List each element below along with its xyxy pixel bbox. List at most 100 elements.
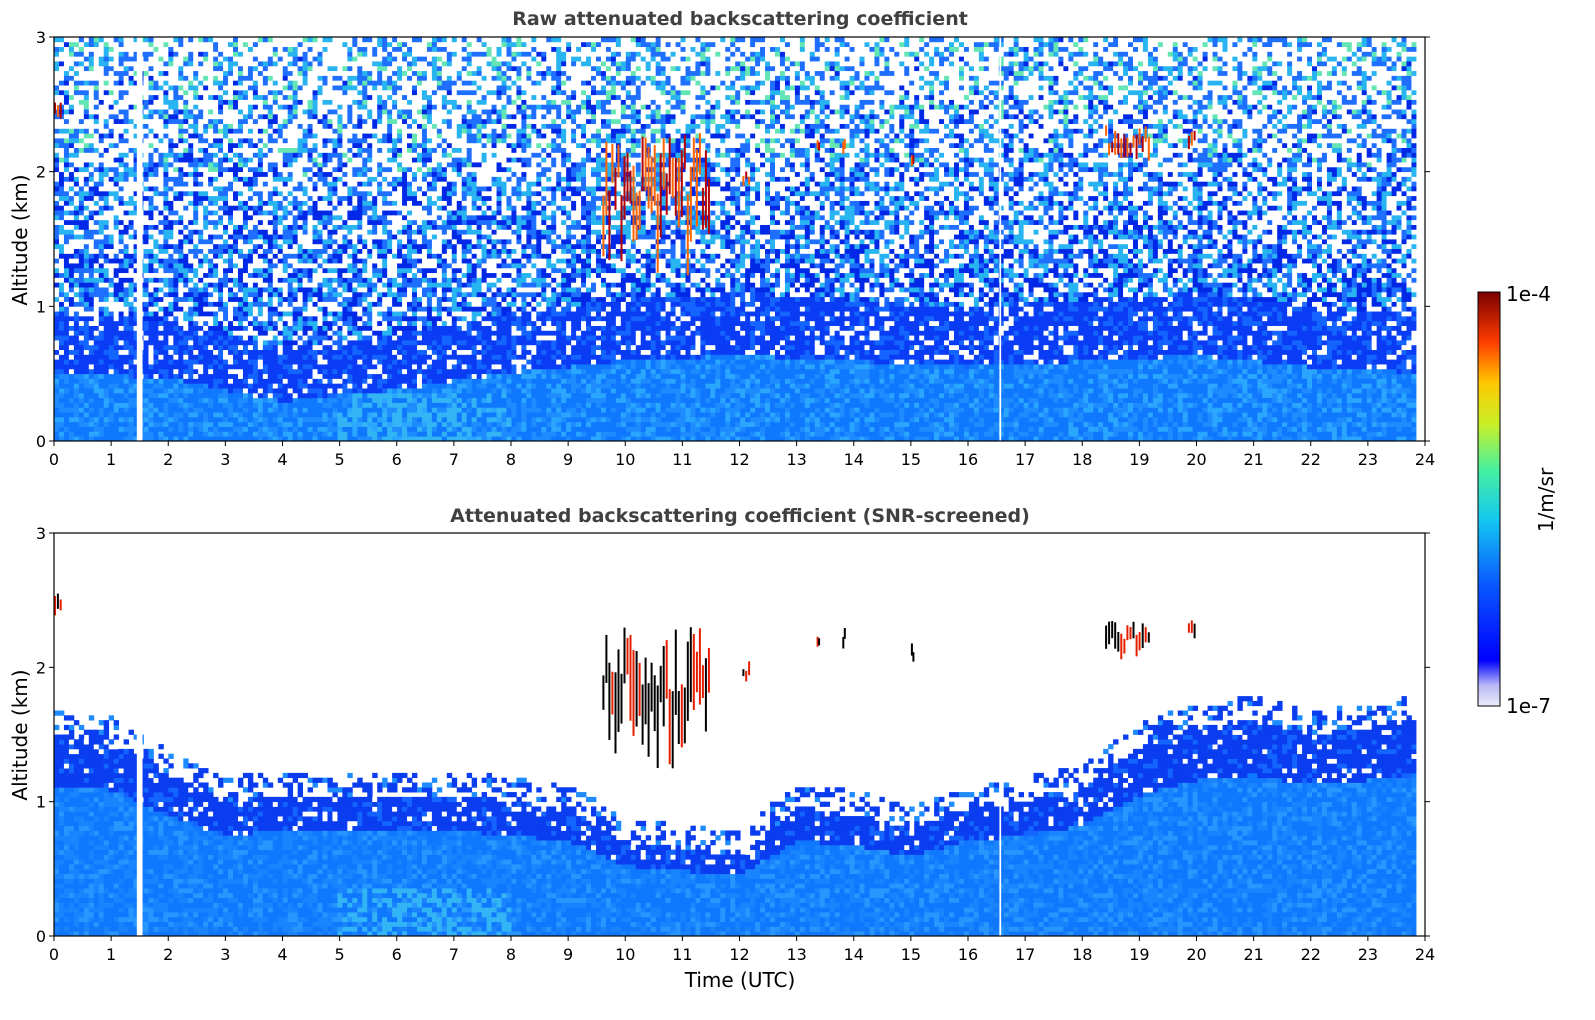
cloud-streak — [910, 155, 913, 166]
cloud-streak — [816, 636, 819, 647]
x-tick-label: 11 — [672, 450, 692, 469]
cloud-streak — [818, 638, 821, 646]
cloud-streak — [701, 665, 704, 698]
cloud-streak — [1123, 638, 1126, 654]
cloud-streak — [656, 685, 659, 768]
cloud-streak — [1126, 137, 1129, 157]
x-tick-label: 5 — [335, 450, 345, 469]
x-tick-label: 10 — [615, 450, 635, 469]
cloud-streak — [748, 661, 751, 676]
bottom-plot-title: Attenuated backscattering coefficient (S… — [450, 505, 1030, 527]
x-tick-label: 1 — [106, 945, 116, 964]
cloud-streak — [623, 156, 626, 220]
cloud-streak — [677, 691, 680, 744]
x-tick-label: 0 — [49, 450, 59, 469]
y-tick-label: 0 — [36, 927, 46, 946]
x-tick-label: 24 — [1415, 945, 1435, 964]
x-tick-label: 0 — [49, 945, 59, 964]
cloud-streak — [617, 144, 620, 178]
cloud-streak — [818, 142, 821, 151]
x-tick-label: 20 — [1186, 450, 1206, 469]
x-tick-label: 19 — [1129, 945, 1149, 964]
cloud-streak — [1132, 621, 1135, 639]
cloud-streak — [686, 641, 689, 721]
cloud-streak — [659, 665, 662, 703]
cloud-streak — [632, 165, 635, 242]
cloud-streak — [668, 689, 671, 765]
cloud-streak — [653, 145, 656, 206]
x-tick-label: 22 — [1301, 945, 1321, 964]
cloud-streak — [611, 144, 614, 183]
cloud-streak — [671, 158, 674, 199]
cloud-streak — [1141, 136, 1144, 152]
cloud-streak — [912, 652, 915, 662]
cloud-streak — [1117, 133, 1120, 155]
no-data-region — [1416, 37, 1425, 441]
cloud-streak — [698, 628, 701, 705]
x-tick-label: 8 — [506, 945, 516, 964]
cloud-streak — [1108, 143, 1111, 156]
cloud-streak — [1144, 627, 1147, 643]
cloud-streak — [1190, 620, 1193, 633]
cloud-streak — [1120, 633, 1123, 660]
cloud-streak — [745, 670, 748, 682]
cloud-streak — [650, 662, 653, 712]
x-tick-label: 21 — [1243, 945, 1263, 964]
data-gap — [136, 533, 143, 936]
cloud-streak — [56, 593, 59, 609]
cloud-streak — [623, 627, 626, 684]
cloud-streak — [1123, 134, 1126, 158]
y-tick-label: 3 — [36, 524, 46, 543]
cloud-streak — [1144, 126, 1147, 142]
cloud-streak — [605, 634, 608, 683]
cloud-streak — [842, 637, 845, 649]
cloud-streak — [1105, 625, 1108, 649]
cloud-streak — [59, 599, 62, 611]
x-tick-label: 21 — [1243, 450, 1263, 469]
cloud-streak — [843, 628, 846, 639]
cloud-streak — [650, 156, 653, 214]
x-tick-label: 2 — [163, 450, 173, 469]
x-tick-label: 24 — [1415, 450, 1435, 469]
cloud-streak — [912, 155, 915, 164]
y-tick-label: 0 — [36, 432, 46, 451]
cloud-streak — [674, 629, 677, 715]
cloud-streak — [620, 195, 623, 262]
cloud-streak — [635, 651, 638, 727]
cloud-streak — [742, 669, 745, 677]
cloud-streak — [626, 638, 629, 675]
cloud-streak — [659, 153, 662, 238]
cloud-streak — [641, 136, 644, 192]
cloud-streak — [677, 157, 680, 228]
cloud-streak — [1111, 141, 1114, 153]
bottom-heatmap — [54, 696, 1417, 937]
cloud-streak — [602, 195, 605, 257]
cloud-streak — [614, 167, 617, 211]
cloud-streak — [683, 134, 686, 169]
cloud-streak — [608, 662, 611, 740]
x-tick-label: 14 — [844, 450, 864, 469]
cloud-streak — [656, 193, 659, 273]
x-tick-label: 10 — [615, 945, 635, 964]
x-tick-label: 16 — [958, 945, 978, 964]
cloud-streak — [689, 166, 692, 242]
cloud-streak — [1111, 621, 1114, 639]
cloud-streak — [620, 673, 623, 724]
cloud-streak — [1187, 623, 1190, 633]
x-tick-label: 12 — [729, 450, 749, 469]
cloud-streak — [629, 634, 632, 721]
cloud-streak — [629, 170, 632, 204]
x-tick-label: 16 — [958, 450, 978, 469]
x-tick-label: 4 — [277, 450, 287, 469]
data-gap — [999, 37, 1002, 441]
cloud-streak — [695, 651, 698, 693]
cloud-streak — [671, 691, 674, 769]
cloud-streak — [816, 140, 819, 150]
cloud-streak — [1138, 128, 1141, 145]
cloud-streak — [843, 139, 846, 149]
cloud-streak — [1187, 135, 1190, 150]
x-tick-label: 13 — [786, 450, 806, 469]
cloud-streak — [1141, 623, 1144, 648]
cloud-streak — [617, 649, 620, 732]
